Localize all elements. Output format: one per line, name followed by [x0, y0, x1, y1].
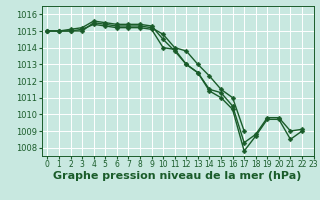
X-axis label: Graphe pression niveau de la mer (hPa): Graphe pression niveau de la mer (hPa) [53, 171, 302, 181]
